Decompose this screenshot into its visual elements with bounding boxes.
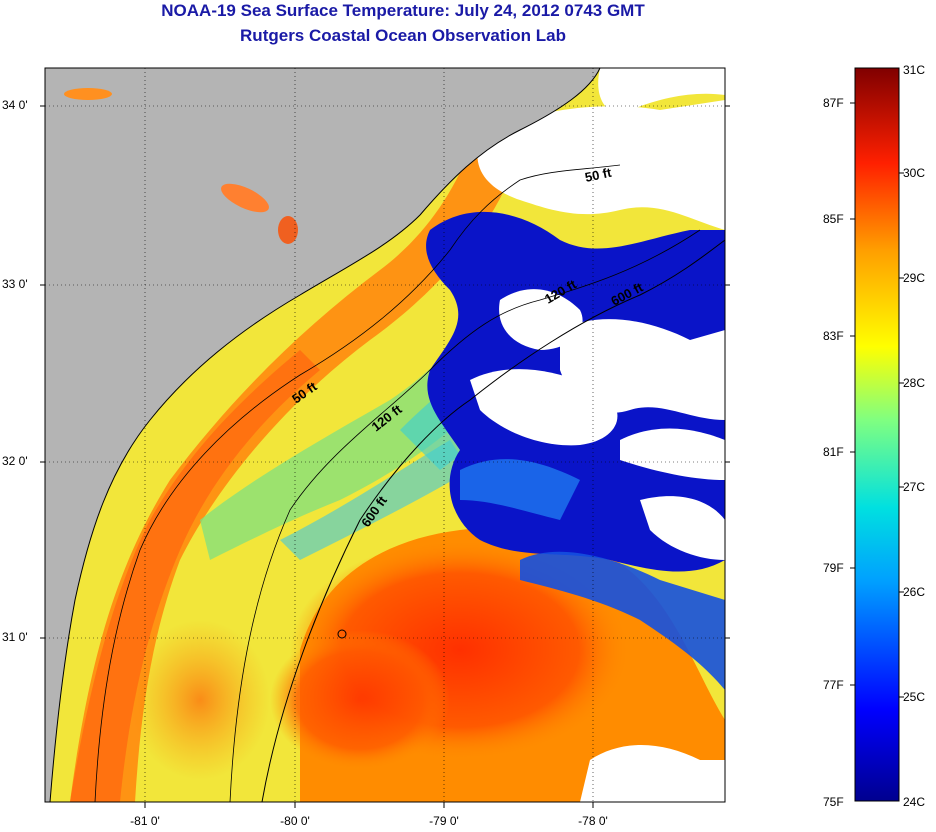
colorbar-label-27c: 27C — [903, 480, 926, 494]
colorbar — [854, 67, 900, 802]
colorbar-label-26c: 26C — [903, 585, 926, 599]
shelf-cyan-patch — [280, 440, 470, 560]
map-plot-area: 50 ft 50 ft 120 ft 120 ft 600 ft 600 ft — [45, 68, 725, 802]
colorbar-label-81f: 81F — [823, 445, 844, 459]
lon-label-79: -79 0' — [429, 814, 459, 828]
map-frame — [44, 67, 726, 803]
lat-label-31: 31 0' — [2, 630, 28, 644]
lat-label-34: 34 0' — [2, 98, 28, 112]
warm-eddy — [270, 630, 450, 770]
lat-label-32: 32 0' — [2, 454, 28, 468]
cold-water-south — [520, 551, 725, 690]
colorbar-label-28c: 28C — [903, 376, 926, 390]
lon-label-81: -81 0' — [130, 814, 160, 828]
inland-lake-3 — [278, 216, 298, 244]
colorbar-label-79f: 79F — [823, 561, 844, 575]
isobath-600ft — [261, 239, 725, 802]
inland-lake-2 — [221, 183, 269, 213]
colorbar-label-25c: 25C — [903, 690, 926, 704]
inner-shelf-warm — [130, 620, 270, 780]
lat-label-33: 33 0' — [2, 277, 28, 291]
colorbar-label-85f: 85F — [823, 212, 844, 226]
midshelf-cool-patch — [200, 340, 500, 560]
colorbar-label-24c: 24C — [903, 795, 926, 809]
colorbar-label-77f: 77F — [823, 678, 844, 692]
colorbar-label-83f: 83F — [823, 329, 844, 343]
isobath-50ft — [94, 164, 621, 802]
colorbar-ticks — [850, 102, 904, 698]
land-mass — [45, 68, 600, 802]
lon-label-80: -80 0' — [280, 814, 310, 828]
colorbar-label-30c: 30C — [903, 166, 926, 180]
colorbar-label-29c: 29C — [903, 271, 926, 285]
colorbar-label-31c: 31C — [903, 63, 926, 77]
depth-label-50ft-north: 50 ft — [584, 165, 614, 185]
graticule — [45, 68, 725, 802]
colorbar-label-87f: 87F — [823, 96, 844, 110]
colorbar-label-75f: 75F — [823, 795, 844, 809]
axis-ticks — [40, 105, 730, 808]
inland-lake-1 — [64, 88, 112, 100]
cold-filament — [460, 459, 580, 520]
isobath-120ft — [229, 229, 701, 802]
map-subtitle: Rutgers Coastal Ocean Observation Lab — [240, 26, 566, 45]
lon-label-78: -78 0' — [578, 814, 608, 828]
coastline — [49, 68, 601, 802]
land-north-clouded — [598, 68, 725, 115]
cloud-masks — [470, 100, 725, 802]
map-title: NOAA-19 Sea Surface Temperature: July 24… — [161, 1, 645, 20]
